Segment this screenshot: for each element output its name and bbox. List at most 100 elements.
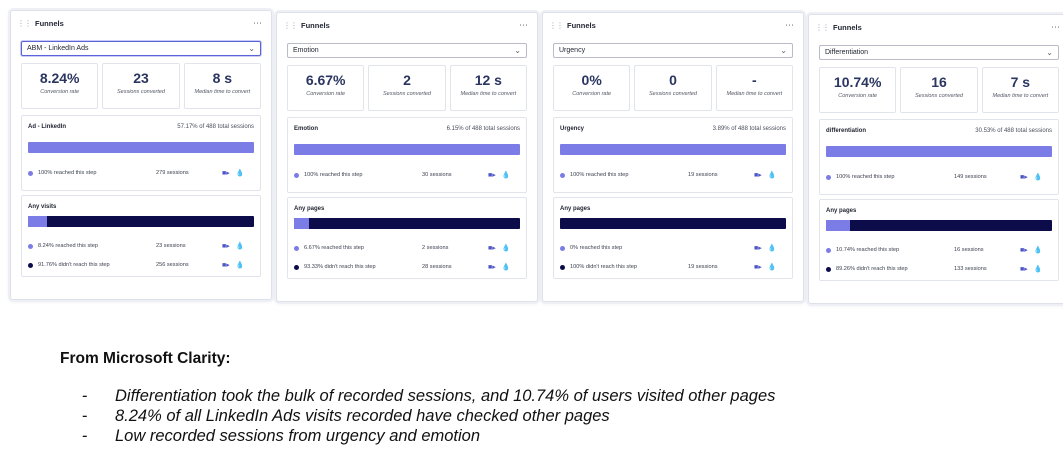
metric-label: Conversion rate bbox=[306, 91, 346, 97]
funnel-card: ⋮⋮ Funnels ⋯ ABM - LinkedIn Ads ⌄ 8.24% … bbox=[10, 10, 272, 300]
legend-dot bbox=[28, 262, 33, 268]
step-stat-row: 100% didn't reach this step 19 sessions … bbox=[560, 262, 786, 272]
step-name: Any pages bbox=[560, 206, 591, 212]
metric-tile: 6.67% Conversion rate bbox=[287, 65, 365, 111]
drag-handle-icon[interactable]: ⋮⋮ bbox=[815, 22, 830, 32]
session-count: 30 sessions bbox=[422, 172, 452, 178]
step-header: Any pages bbox=[294, 206, 520, 212]
recording-icon[interactable]: ■▸ bbox=[1020, 174, 1028, 181]
legend-dot bbox=[294, 264, 299, 270]
session-count: 23 sessions bbox=[156, 243, 186, 249]
metric-value: 0% bbox=[581, 72, 602, 88]
clarity-notes: From Microsoft Clarity: - Differentiation… bbox=[60, 350, 1020, 446]
drag-handle-icon[interactable]: ⋮⋮ bbox=[283, 20, 298, 30]
notes-list: - Differentiation took the bulk of record… bbox=[60, 386, 1020, 446]
metric-tile: 0% Conversion rate bbox=[553, 65, 631, 111]
metrics-row: 10.74% Conversion rate 16 Sessions conve… bbox=[819, 67, 1059, 113]
metric-label: Conversion rate bbox=[838, 93, 878, 99]
drag-handle-icon[interactable]: ⋮⋮ bbox=[17, 18, 32, 28]
recording-icon[interactable]: ■▸ bbox=[1020, 266, 1028, 273]
metric-label: Median time to convert bbox=[726, 91, 783, 97]
step-bar[interactable] bbox=[560, 144, 786, 155]
drag-handle-icon[interactable]: ⋮⋮ bbox=[549, 20, 564, 30]
step-share: 57.17% of 488 total sessions bbox=[177, 124, 254, 130]
funnel-select[interactable]: Differentiation ⌄ bbox=[819, 45, 1059, 60]
heatmap-icon[interactable]: 💧 bbox=[767, 245, 777, 252]
step-bar[interactable] bbox=[28, 142, 254, 153]
heatmap-icon[interactable]: 💧 bbox=[501, 172, 511, 179]
step-bar[interactable] bbox=[826, 146, 1052, 157]
step-bar[interactable] bbox=[294, 218, 520, 229]
heatmap-icon[interactable]: 💧 bbox=[767, 264, 777, 271]
funnel-select-value: Urgency bbox=[559, 47, 586, 54]
chevron-down-icon: ⌄ bbox=[780, 46, 787, 55]
recording-icon[interactable]: ■▸ bbox=[488, 245, 496, 252]
recording-icon[interactable]: ■▸ bbox=[1020, 247, 1028, 254]
step-stat-text: 8.24% reached this step bbox=[38, 243, 99, 249]
heatmap-icon[interactable]: 💧 bbox=[767, 172, 777, 179]
more-options-icon[interactable]: ⋯ bbox=[785, 19, 795, 30]
recording-icon[interactable]: ■▸ bbox=[488, 264, 496, 271]
metrics-row: 6.67% Conversion rate 2 Sessions convert… bbox=[287, 65, 527, 111]
metric-value: 10.74% bbox=[833, 74, 882, 90]
step-stat-row: 6.67% reached this step 2 sessions ■▸ 💧 bbox=[294, 243, 520, 253]
recording-icon[interactable]: ■▸ bbox=[754, 264, 762, 271]
step-stat-text: 100% reached this step bbox=[304, 172, 363, 178]
legend-dot bbox=[28, 170, 33, 176]
metric-tile: 23 Sessions converted bbox=[102, 63, 180, 109]
recording-icon[interactable]: ■▸ bbox=[754, 172, 762, 179]
card-header: ⋮⋮ Funnels ⋯ bbox=[815, 21, 1061, 33]
recording-icon[interactable]: ■▸ bbox=[488, 172, 496, 179]
step-stat-text: 10.74% reached this step bbox=[836, 247, 900, 253]
step-stat-text: 6.67% reached this step bbox=[304, 245, 365, 251]
heatmap-icon[interactable]: 💧 bbox=[1033, 174, 1043, 181]
step-bar[interactable] bbox=[560, 218, 786, 229]
metric-tile: - Median time to convert bbox=[715, 65, 793, 111]
more-options-icon[interactable]: ⋯ bbox=[519, 19, 529, 30]
step-header: Any visits bbox=[28, 204, 254, 210]
recording-icon[interactable]: ■▸ bbox=[754, 245, 762, 252]
bullet-text: 8.24% of all LinkedIn Ads visits recorde… bbox=[115, 407, 610, 425]
recording-icon[interactable]: ■▸ bbox=[222, 170, 230, 177]
funnel-select[interactable]: Emotion ⌄ bbox=[287, 43, 527, 58]
card-title: Funnels bbox=[35, 18, 64, 28]
card-title: Funnels bbox=[301, 20, 330, 30]
step-bar[interactable] bbox=[294, 144, 520, 155]
step-bar[interactable] bbox=[826, 220, 1052, 231]
session-count: 2 sessions bbox=[422, 245, 449, 251]
funnel-select[interactable]: ABM - LinkedIn Ads ⌄ bbox=[21, 41, 261, 56]
step-bar[interactable] bbox=[28, 216, 254, 227]
heatmap-icon[interactable]: 💧 bbox=[1033, 247, 1043, 254]
more-options-icon[interactable]: ⋯ bbox=[1051, 21, 1061, 32]
chevron-down-icon: ⌄ bbox=[1046, 48, 1053, 57]
card-header: ⋮⋮ Funnels ⋯ bbox=[283, 19, 529, 31]
heatmap-icon[interactable]: 💧 bbox=[235, 262, 245, 269]
metric-tile: 7 s Median time to convert bbox=[981, 67, 1059, 113]
session-count: 19 sessions bbox=[688, 264, 718, 270]
step-stat-row: 93.33% didn't reach this step 28 session… bbox=[294, 262, 520, 272]
step-name: Urgency bbox=[560, 126, 585, 132]
metric-value: 2 bbox=[403, 72, 411, 88]
metric-tile: 8 s Median time to convert bbox=[183, 63, 261, 109]
more-options-icon[interactable]: ⋯ bbox=[253, 17, 263, 28]
metric-value: 23 bbox=[133, 70, 149, 86]
recording-icon[interactable]: ■▸ bbox=[222, 262, 230, 269]
funnel-select-value: Differentiation bbox=[825, 49, 869, 56]
funnel-select-value: ABM - LinkedIn Ads bbox=[27, 45, 89, 52]
heatmap-icon[interactable]: 💧 bbox=[235, 243, 245, 250]
session-count: 133 sessions bbox=[954, 266, 987, 272]
heatmap-icon[interactable]: 💧 bbox=[235, 170, 245, 177]
funnel-select[interactable]: Urgency ⌄ bbox=[553, 43, 793, 58]
step-stat-text: 100% reached this step bbox=[570, 172, 629, 178]
card-title: Funnels bbox=[833, 22, 862, 32]
recording-icon[interactable]: ■▸ bbox=[222, 243, 230, 250]
session-count: 28 sessions bbox=[422, 264, 452, 270]
heatmap-icon[interactable]: 💧 bbox=[1033, 266, 1043, 273]
heatmap-icon[interactable]: 💧 bbox=[501, 264, 511, 271]
step-stat-row: 100% reached this step 279 sessions ■▸ 💧 bbox=[28, 168, 254, 178]
card-title: Funnels bbox=[567, 20, 596, 30]
session-count: 256 sessions bbox=[156, 262, 189, 268]
heatmap-icon[interactable]: 💧 bbox=[501, 245, 511, 252]
metric-label: Median time to convert bbox=[992, 93, 1049, 99]
step-header: Urgency 3.89% of 488 total sessions bbox=[560, 126, 786, 132]
